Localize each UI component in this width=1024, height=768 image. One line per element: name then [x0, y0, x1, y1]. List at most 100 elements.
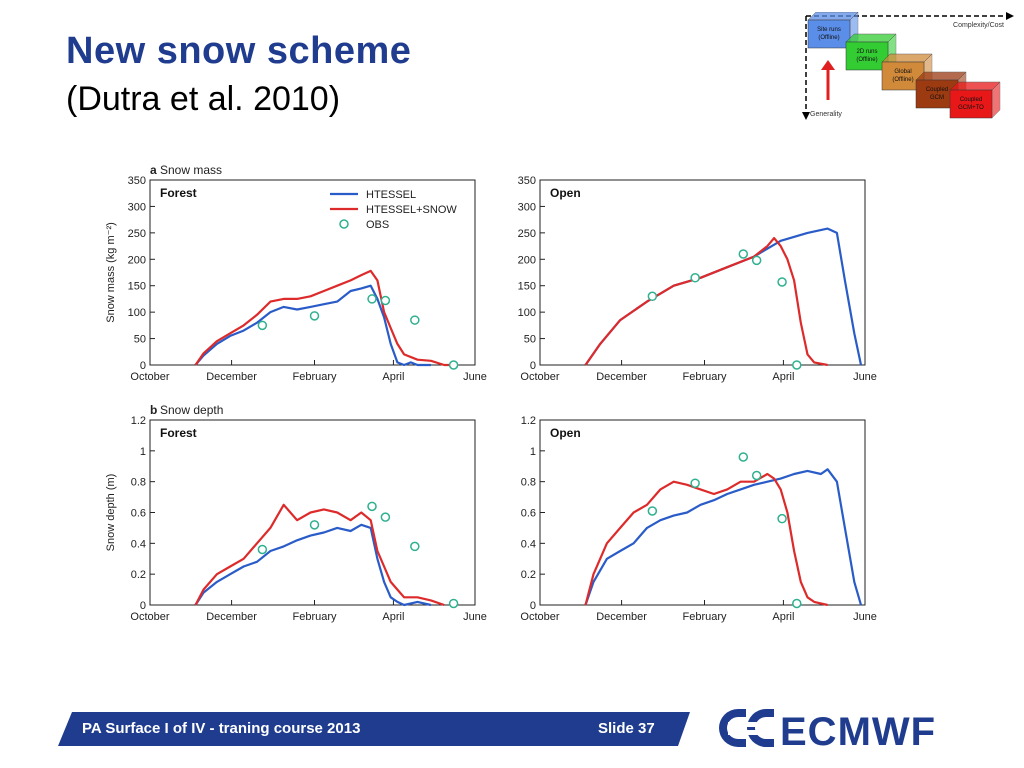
htessel-line [584, 227, 863, 366]
diagram-box-label: Coupled [926, 87, 948, 93]
diagram-box-front [807, 19, 851, 49]
diagram-box-top [807, 12, 859, 21]
x-tick-label: December [206, 611, 257, 623]
y-tick-label: 250 [518, 228, 536, 240]
plot-frame [539, 419, 866, 606]
panel-letter: b [150, 403, 157, 417]
diagram-box-label: Global [894, 69, 911, 75]
diagram-box-top [845, 33, 897, 43]
x-tick-label: April [772, 371, 794, 383]
y-tick-label: 0 [530, 360, 536, 372]
diagram-box-label: GCM [930, 95, 944, 101]
x-tick-label: February [682, 371, 727, 383]
htessel-snow-line [194, 503, 445, 607]
y-tick-label: 300 [128, 201, 146, 213]
footer-title: PA Surface I of IV - traning course 2013 [82, 720, 361, 737]
x-tick-label: December [596, 371, 647, 383]
y-tick-label: 0.4 [131, 538, 146, 550]
x-tick-label: October [130, 611, 169, 623]
red-arrowhead-icon [821, 60, 835, 70]
logo-text: ECMWF [780, 710, 936, 751]
plot-frame [149, 179, 476, 366]
y-tick-label: 350 [518, 175, 536, 187]
x-tick-label: June [853, 371, 877, 383]
htessel-line [194, 523, 432, 607]
y-tick-label: 1.2 [131, 415, 146, 427]
x-tick-label: April [382, 611, 404, 623]
y-tick-label: 150 [518, 281, 536, 293]
x-tick-label: October [520, 371, 559, 383]
diagram-box-front [949, 89, 993, 119]
chart-panel: Open 0 50 100 150 200 250 300 350 October December… [518, 175, 877, 383]
panel-label: Open [550, 426, 581, 440]
x-tick-label: June [463, 611, 487, 623]
obs-point [410, 541, 420, 552]
htessel-snow-line [584, 472, 828, 607]
x-tick-label: December [206, 371, 257, 383]
y-tick-label: 0.8 [521, 477, 536, 489]
legend-label: OBS [366, 219, 389, 231]
y-tick-label: 250 [128, 228, 146, 240]
obs-point [777, 277, 787, 287]
x-tick-label: February [292, 371, 337, 383]
obs-point [257, 544, 268, 555]
y-tick-label: 0.4 [521, 538, 536, 550]
obs-point [448, 360, 459, 370]
y-tick-label: 150 [128, 281, 146, 293]
obs-point [690, 478, 700, 488]
obs-point [647, 291, 658, 302]
obs-point [751, 470, 762, 481]
y-tick-label: 200 [128, 254, 146, 266]
obs-point [380, 295, 391, 306]
legend-marker [339, 219, 349, 229]
x-tick-label: June [853, 611, 877, 623]
y-tick-label: 0 [140, 360, 146, 372]
x-tick-label: April [772, 611, 794, 623]
slide-number: Slide 37 [598, 720, 655, 737]
chart-panel: b Snow depth Forest 0 0.2 0.4 0.6 0.8 1 1.2 Octobe… [105, 403, 487, 623]
obs-point [380, 512, 391, 522]
diagram-box-label: Coupled [960, 97, 982, 103]
ecmwf-logo: ECMWF [718, 709, 936, 751]
y-tick-label: 100 [128, 307, 146, 319]
y-axis-label: Snow depth (m) [105, 474, 117, 552]
y-tick-label: 200 [518, 254, 536, 266]
obs-point [367, 501, 377, 512]
y-tick-label: 0 [140, 600, 146, 612]
obs-point [738, 249, 749, 259]
y-tick-label: 0.6 [131, 508, 146, 520]
diagram-box-label: 2D runs [856, 49, 877, 55]
y-axis-label: Snow mass (kg m⁻²) [105, 222, 117, 323]
y-tick-label: 1.2 [521, 415, 536, 427]
charts-area: a Snow massForest050100150200250300350Oct… [105, 163, 877, 623]
legend-label: HTESSEL+SNOW [366, 204, 457, 216]
obs-point [448, 598, 459, 609]
generality-axis-label: Generality [810, 111, 842, 118]
diagram-box-top [949, 81, 1001, 91]
x-tick-label: October [130, 371, 169, 383]
obs-point [309, 311, 320, 321]
plot-frame [539, 179, 866, 366]
y-tick-label: 50 [134, 334, 146, 346]
slide-subtitle: (Dutra et al. 2010) [66, 80, 341, 118]
panel-letter: a [150, 163, 157, 177]
diagram-box: Coupled GCM+TO [949, 81, 1001, 119]
y-tick-label: 0.8 [131, 477, 146, 489]
obs-point [792, 598, 802, 609]
y-tick-label: 300 [518, 201, 536, 213]
x-tick-label: April [382, 371, 404, 383]
y-tick-label: 0.6 [521, 508, 536, 520]
panel-title: Snow depth [160, 403, 223, 417]
y-tick-label: 1 [530, 446, 536, 458]
panel-label: Open [550, 186, 581, 200]
y-tick-label: 350 [128, 175, 146, 187]
diagram-box-label: (Offline) [892, 77, 913, 83]
panel-label: Forest [160, 426, 197, 440]
y-tick-label: 50 [524, 334, 536, 346]
obs-point [367, 294, 377, 304]
diagram-box-label: (Offline) [856, 57, 877, 63]
x-tick-label: June [463, 371, 487, 383]
y-tick-label: 100 [518, 307, 536, 319]
complexity-arrow-icon [1006, 12, 1014, 20]
diagram-box-top [915, 71, 967, 81]
